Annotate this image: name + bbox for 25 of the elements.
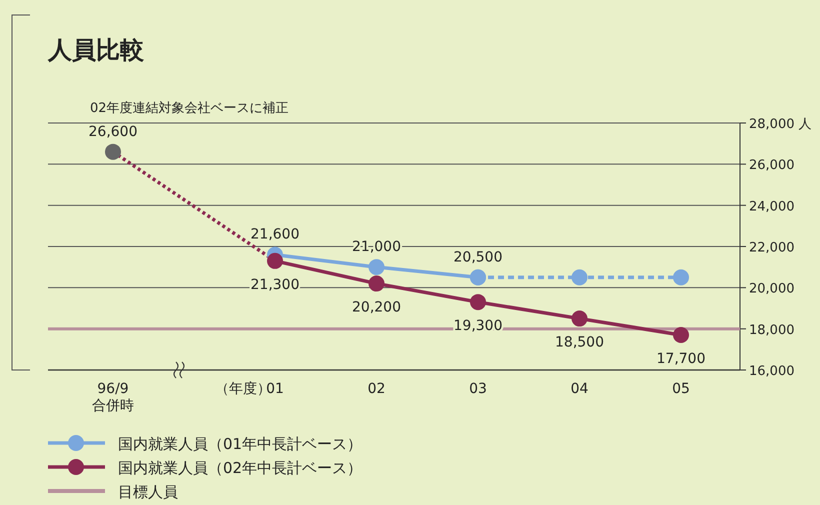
x-tick-label: 03 — [469, 381, 487, 397]
y-tick-label: 24,000 — [749, 199, 794, 214]
data-label: 18,500 — [555, 334, 604, 351]
legend-label: 目標人員 — [118, 483, 178, 501]
x-tick-label: 96/9 合併時 — [92, 381, 134, 414]
y-tick-label: 26,000 — [749, 158, 794, 174]
y-tick-label: 18,000 — [749, 322, 794, 338]
legend-label: 国内就業人員（02年中長計ベース） — [118, 459, 362, 477]
data-label: 17,700 — [656, 351, 706, 368]
data-label: 20,500 — [454, 249, 502, 266]
x-tick-label: 05 — [672, 381, 690, 397]
y-tick-label: 20,000 — [749, 282, 794, 297]
data-label: 19,300 — [454, 318, 502, 334]
y-tick-label: 16,000 — [749, 364, 794, 379]
legend-label: 国内就業人員（01年中長計ベース） — [118, 435, 362, 453]
y-tick-label: 28,000 人 — [749, 117, 812, 132]
x-tick-label: 01 — [266, 381, 284, 397]
text: 02年度連結対象会社ベースに補正 — [90, 100, 289, 116]
data-label: 20,200 — [352, 300, 401, 316]
chart-title: 人員比較 — [47, 36, 145, 64]
y-tick-label: 22,000 — [749, 240, 794, 256]
x-tick-label: 02 — [368, 381, 386, 397]
data-label: 21,600 — [250, 226, 300, 243]
x-tick-label: 04 — [570, 381, 588, 397]
data-label: 26,600 — [88, 124, 138, 140]
